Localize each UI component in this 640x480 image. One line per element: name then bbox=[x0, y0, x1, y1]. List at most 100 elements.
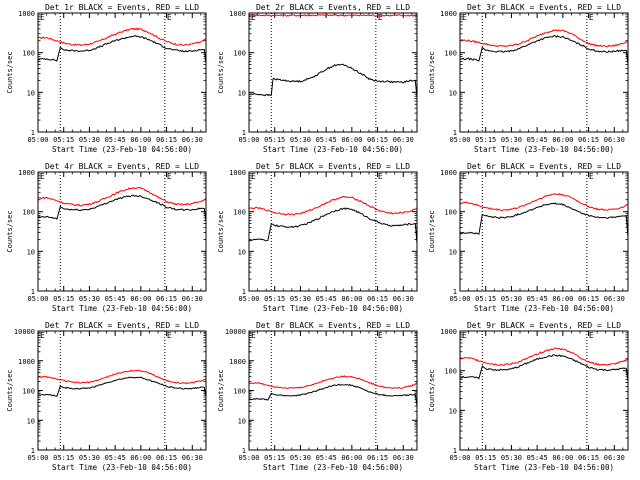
x-tick-label: 06:00 bbox=[130, 295, 151, 303]
y-tick-label: 100 bbox=[22, 388, 35, 396]
lld-rate-line bbox=[460, 29, 628, 48]
x-tick-label: 06:15 bbox=[367, 136, 388, 144]
panel-det-7: Det 7r BLACK = Events, RED = LLD Counts/s… bbox=[6, 321, 207, 472]
events-rate-line bbox=[249, 383, 417, 407]
x-tick-label: 06:00 bbox=[552, 454, 573, 462]
marker-label: E bbox=[462, 172, 467, 181]
y-tick-label: 10 bbox=[238, 248, 246, 256]
y-tick-label: 1000 bbox=[18, 358, 35, 366]
y-tick-label: 1000 bbox=[229, 358, 246, 366]
plot-frame bbox=[37, 330, 207, 451]
lld-rate-line bbox=[460, 347, 628, 367]
marker-label: E bbox=[378, 331, 383, 340]
panel-det-8: Det 8r BLACK = Events, RED = LLD Counts/s… bbox=[217, 321, 418, 472]
x-tick-label: 05:00 bbox=[449, 295, 470, 303]
marker-label: E bbox=[589, 172, 594, 181]
marker-label: E bbox=[167, 331, 172, 340]
panel-det-3: Det 3r BLACK = Events, RED = LLD Counts/s… bbox=[428, 3, 629, 154]
plot-frame bbox=[248, 171, 418, 292]
y-tick-label: 1000 bbox=[440, 169, 457, 177]
panel-det-6: Det 6r BLACK = Events, RED = LLD Counts/s… bbox=[428, 162, 629, 313]
y-tick-label: 1000 bbox=[229, 169, 246, 177]
marker-label: E bbox=[167, 172, 172, 181]
x-tick-label: 05:30 bbox=[501, 454, 522, 462]
x-tick-label: 05:15 bbox=[53, 454, 74, 462]
x-tick-label: 06:00 bbox=[552, 295, 573, 303]
x-tick-label: 06:15 bbox=[156, 136, 177, 144]
lld-rate-line bbox=[249, 195, 417, 216]
x-tick-label: 05:00 bbox=[27, 136, 48, 144]
x-axis-label: Start Time (23-Feb-10 04:56:00) bbox=[474, 304, 614, 313]
x-tick-label: 05:45 bbox=[316, 295, 337, 303]
marker-label: E bbox=[40, 172, 45, 181]
y-tick-label: 1000 bbox=[18, 10, 35, 18]
y-tick-label: 10 bbox=[238, 89, 246, 97]
x-tick-label: 05:00 bbox=[449, 454, 470, 462]
x-tick-label: 06:00 bbox=[130, 454, 151, 462]
panel-title: Det 8r BLACK = Events, RED = LLD bbox=[256, 321, 410, 330]
x-tick-label: 06:30 bbox=[393, 454, 414, 462]
marker-label: E bbox=[462, 331, 467, 340]
x-tick-label: 06:15 bbox=[578, 136, 599, 144]
events-rate-line bbox=[249, 63, 417, 99]
y-tick-label: 100 bbox=[444, 209, 457, 217]
x-tick-label: 05:45 bbox=[527, 295, 548, 303]
x-tick-label: 05:00 bbox=[27, 454, 48, 462]
x-tick-label: 05:30 bbox=[290, 295, 311, 303]
lld-rate-line bbox=[249, 13, 417, 17]
y-axis-label: Counts/sec bbox=[428, 369, 436, 411]
x-tick-label: 06:00 bbox=[130, 136, 151, 144]
events-rate-line bbox=[460, 202, 628, 238]
y-tick-label: 100 bbox=[233, 388, 246, 396]
x-tick-label: 05:00 bbox=[27, 295, 48, 303]
marker-label: E bbox=[378, 172, 383, 181]
y-axis-label: Counts/sec bbox=[6, 210, 14, 252]
x-tick-label: 05:45 bbox=[105, 454, 126, 462]
x-tick-label: 06:15 bbox=[156, 454, 177, 462]
y-tick-label: 10 bbox=[27, 248, 35, 256]
x-tick-label: 05:45 bbox=[316, 136, 337, 144]
panel-title: Det 4r BLACK = Events, RED = LLD bbox=[45, 162, 199, 171]
x-tick-label: 06:15 bbox=[367, 295, 388, 303]
x-tick-label: 06:30 bbox=[182, 454, 203, 462]
lld-rate-line bbox=[38, 186, 206, 207]
events-rate-line bbox=[460, 354, 628, 382]
x-axis-label: Start Time (23-Feb-10 04:56:00) bbox=[52, 463, 192, 472]
y-tick-label: 1000 bbox=[440, 328, 457, 336]
x-tick-label: 06:30 bbox=[604, 136, 625, 144]
lld-rate-line bbox=[460, 192, 628, 212]
plot-frame bbox=[37, 171, 207, 292]
y-axis-label: Counts/sec bbox=[217, 369, 225, 411]
x-tick-label: 05:15 bbox=[264, 295, 285, 303]
x-tick-label: 05:30 bbox=[79, 454, 100, 462]
x-tick-label: 06:30 bbox=[604, 454, 625, 462]
y-axis-label: Counts/sec bbox=[428, 210, 436, 252]
y-axis-label: Counts/sec bbox=[217, 51, 225, 93]
panel-det-9: Det 9r BLACK = Events, RED = LLD Counts/s… bbox=[428, 321, 629, 472]
marker-label: E bbox=[251, 172, 256, 181]
x-tick-label: 06:00 bbox=[341, 454, 362, 462]
marker-label: E bbox=[251, 13, 256, 22]
y-tick-label: 100 bbox=[22, 50, 35, 58]
lld-rate-line bbox=[38, 27, 206, 47]
panel-det-5: Det 5r BLACK = Events, RED = LLD Counts/s… bbox=[217, 162, 418, 313]
y-tick-label: 10 bbox=[27, 417, 35, 425]
x-tick-label: 05:15 bbox=[264, 136, 285, 144]
panel-title: Det 2r BLACK = Events, RED = LLD bbox=[256, 3, 410, 12]
y-tick-label: 100 bbox=[444, 50, 457, 58]
events-rate-line bbox=[38, 194, 206, 223]
x-axis-label: Start Time (23-Feb-10 04:56:00) bbox=[474, 463, 614, 472]
x-tick-label: 06:00 bbox=[552, 136, 573, 144]
y-tick-label: 1 bbox=[242, 129, 246, 137]
x-tick-label: 06:30 bbox=[393, 295, 414, 303]
plot-frame bbox=[37, 12, 207, 133]
y-tick-label: 10 bbox=[449, 248, 457, 256]
y-tick-label: 10000 bbox=[14, 328, 35, 336]
lld-rate-line bbox=[38, 369, 206, 385]
x-tick-label: 06:15 bbox=[578, 295, 599, 303]
x-tick-label: 05:45 bbox=[527, 136, 548, 144]
y-tick-label: 10 bbox=[449, 89, 457, 97]
y-tick-label: 100 bbox=[233, 209, 246, 217]
x-tick-label: 05:45 bbox=[105, 295, 126, 303]
